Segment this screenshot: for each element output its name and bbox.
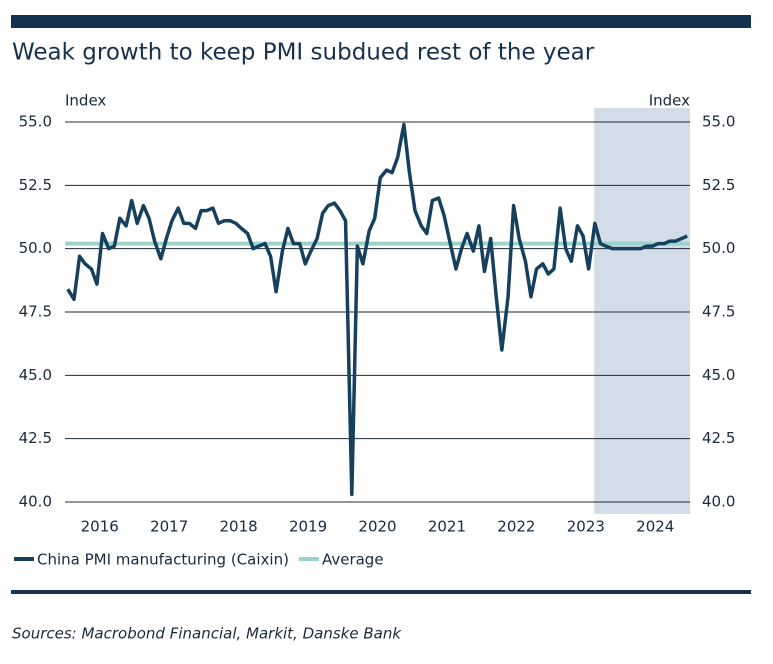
series-line: [66, 122, 688, 497]
legend-label: China PMI manufacturing (Caixin): [37, 551, 289, 569]
x-tick-label: 2017: [150, 518, 188, 536]
y2-tick-label: 42.5: [702, 429, 735, 447]
y2-axis-label: Index: [649, 92, 690, 110]
bottom-bar: [11, 590, 751, 594]
x-tick-label: 2024: [636, 518, 674, 536]
x-tick-label: 2021: [428, 518, 466, 536]
x-tick-label: 2023: [567, 518, 605, 536]
x-tick-label: 2019: [289, 518, 327, 536]
forecast-shade: [594, 108, 690, 514]
legend-label: Average: [322, 551, 384, 569]
y2-tick-label: 40.0: [702, 493, 735, 511]
y2-tick-label: 50.0: [702, 239, 735, 257]
y-tick-label: 52.5: [19, 176, 52, 194]
x-tick-label: 2018: [220, 518, 258, 536]
y2-tick-label: 45.0: [702, 366, 735, 384]
y2-tick-label: 55.0: [702, 113, 735, 131]
y2-tick-label: 47.5: [702, 303, 735, 321]
x-tick-label: 2022: [497, 518, 535, 536]
x-tick-label: 2016: [81, 518, 119, 536]
y-tick-label: 40.0: [19, 493, 52, 511]
y-tick-label: 55.0: [19, 113, 52, 131]
y2-tick-label: 52.5: [702, 176, 735, 194]
y-tick-label: 42.5: [19, 429, 52, 447]
top-bar: [11, 15, 751, 28]
source: Sources: Macrobond Financial, Markit, Da…: [12, 625, 402, 643]
y-tick-label: 47.5: [19, 303, 52, 321]
y-tick-label: 50.0: [19, 239, 52, 257]
chart-title: Weak growth to keep PMI subdued rest of …: [12, 40, 595, 66]
y-tick-label: 45.0: [19, 366, 52, 384]
x-tick-label: 2020: [358, 518, 396, 536]
y-axis-label: Index: [65, 92, 106, 110]
